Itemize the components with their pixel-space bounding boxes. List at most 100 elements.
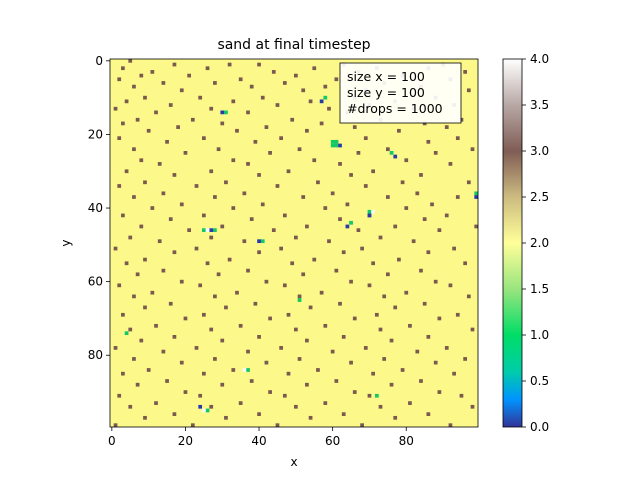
heatmap-cell xyxy=(374,393,379,398)
heatmap-cell xyxy=(176,125,180,129)
heatmap-cell xyxy=(437,228,442,233)
heatmap-cell xyxy=(466,180,471,185)
legend-line-drops: #drops = 1000 xyxy=(347,101,443,116)
colorbar-tick-label: 2.0 xyxy=(530,236,549,250)
heatmap-cell xyxy=(238,401,243,405)
heatmap-cell xyxy=(378,235,383,240)
heatmap-cell xyxy=(330,139,335,144)
heatmap-cell xyxy=(128,404,133,409)
heatmap-cell xyxy=(132,84,136,89)
heatmap-cell xyxy=(220,338,225,343)
heatmap-cell xyxy=(275,423,280,427)
heatmap-cell xyxy=(150,290,155,295)
heatmap-cell xyxy=(349,279,353,284)
heatmap-cell xyxy=(179,279,184,284)
heatmap-cell xyxy=(194,346,199,350)
heatmap-cell xyxy=(433,279,438,284)
heatmap-cell xyxy=(319,290,324,295)
heatmap-cell xyxy=(294,235,298,240)
heatmap-cell xyxy=(194,184,199,188)
heatmap-cell xyxy=(253,139,258,144)
heatmap-cell xyxy=(282,283,287,288)
colorbar-tick-label: 4.0 xyxy=(530,52,549,66)
heatmap-cell xyxy=(422,301,427,306)
colorbar-tick-label: 1.5 xyxy=(530,282,549,296)
heatmap-cell xyxy=(297,298,302,302)
heatmap-cell xyxy=(426,412,431,417)
heatmap-cell xyxy=(179,202,184,207)
heatmap-cell xyxy=(279,346,284,350)
heatmap-cell xyxy=(213,294,217,299)
heatmap-cell xyxy=(113,423,118,427)
heatmap-cell xyxy=(121,121,125,126)
heatmap-cell xyxy=(312,257,317,262)
heatmap-cell xyxy=(238,77,243,82)
heatmap-cell xyxy=(455,136,460,141)
heatmap-cell xyxy=(334,77,339,82)
heatmap-cell xyxy=(415,191,420,196)
heatmap-cell xyxy=(124,261,129,266)
heatmap-cell xyxy=(389,382,394,387)
heatmap-cell xyxy=(305,128,309,133)
legend-frame xyxy=(339,62,462,124)
heatmap-cell xyxy=(371,209,376,214)
heatmap-cell xyxy=(135,382,140,387)
heatmap-cell xyxy=(474,195,478,199)
heatmap-cell xyxy=(128,327,133,332)
heatmap-cell xyxy=(338,143,342,148)
heatmap-cell xyxy=(235,290,239,295)
heatmap-cell xyxy=(242,191,247,196)
heatmap-cell xyxy=(437,390,442,394)
heatmap-cell xyxy=(242,239,247,244)
heatmap-cell xyxy=(393,305,398,310)
heatmap-cell xyxy=(378,327,383,332)
heatmap-cell xyxy=(183,316,188,321)
heatmap-cell xyxy=(202,408,206,413)
y-tick-label: 80 xyxy=(88,348,103,362)
heatmap-cell xyxy=(367,213,372,218)
heatmap-cell xyxy=(124,99,129,104)
heatmap-cell xyxy=(187,228,192,233)
heatmap-cell xyxy=(316,368,320,372)
heatmap-cell xyxy=(426,335,431,339)
heatmap-cell xyxy=(400,180,405,185)
heatmap-cell xyxy=(165,379,169,383)
heatmap-cell xyxy=(179,88,184,93)
heatmap-cell xyxy=(363,136,368,141)
heatmap-cell xyxy=(172,412,177,417)
heatmap-cell xyxy=(338,217,342,221)
heatmap-cell xyxy=(139,224,144,229)
heatmap-cell xyxy=(268,316,272,321)
heatmap-cell xyxy=(397,128,401,133)
heatmap-cell xyxy=(345,224,350,229)
heatmap-cell xyxy=(371,169,376,174)
x-tick-label: 0 xyxy=(108,434,116,448)
heatmap-cell xyxy=(132,195,136,199)
heatmap-cell xyxy=(132,294,136,299)
heatmap-cell xyxy=(124,331,129,336)
heatmap-cell xyxy=(124,169,129,174)
heatmap-cell xyxy=(231,206,236,210)
heatmap-cell xyxy=(227,257,232,262)
heatmap-cell xyxy=(426,139,431,144)
heatmap-cell xyxy=(397,257,401,262)
y-tick-label: 20 xyxy=(88,127,103,141)
heatmap-cell xyxy=(183,390,188,394)
heatmap-cell xyxy=(330,349,335,354)
heatmap-cell xyxy=(224,415,228,420)
heatmap-cell xyxy=(113,246,118,251)
heatmap-cell xyxy=(404,290,409,295)
heatmap-cell xyxy=(448,162,453,166)
heatmap-cell xyxy=(202,136,206,141)
x-tick-label: 20 xyxy=(178,434,193,448)
x-tick-label: 60 xyxy=(325,434,340,448)
heatmap-cell xyxy=(257,250,261,255)
colorbar-tick-label: 0.5 xyxy=(530,374,549,388)
heatmap-cell xyxy=(430,202,434,207)
heatmap-cell xyxy=(117,283,122,288)
heatmap-cell xyxy=(264,279,269,284)
legend-line-size-y: size y = 100 xyxy=(347,85,425,100)
heatmap-cell xyxy=(282,81,287,85)
heatmap-cell xyxy=(209,106,214,111)
heatmap-cell xyxy=(235,128,239,133)
